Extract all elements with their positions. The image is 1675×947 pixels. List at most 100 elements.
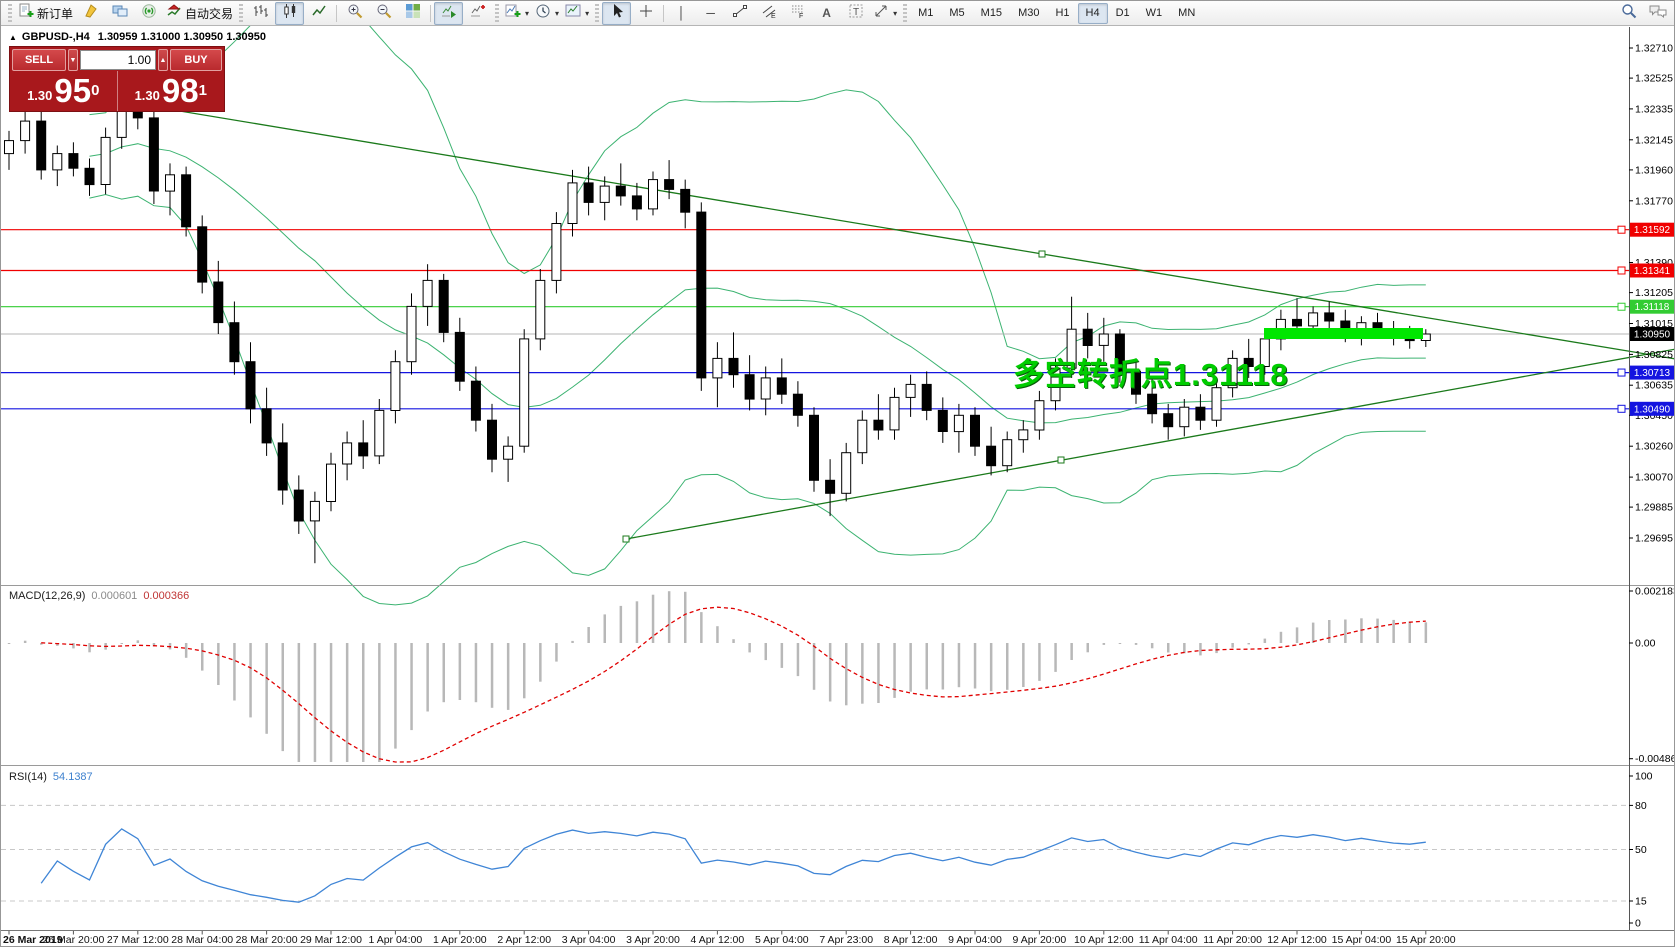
- bullish-candle: [760, 377, 771, 400]
- channel-button[interactable]: E: [754, 2, 783, 25]
- trendline-button[interactable]: [725, 2, 754, 25]
- line-chart-button[interactable]: [304, 2, 333, 25]
- time-label: 12 Apr 12:00: [1267, 934, 1327, 946]
- toolbar-grip: [595, 4, 600, 22]
- macd-histogram-bar: [1199, 643, 1202, 656]
- candlestick-chart-button[interactable]: [275, 1, 305, 25]
- crosshair-button[interactable]: [631, 2, 660, 25]
- macd-histogram-bar: [1134, 643, 1138, 645]
- macd-histogram-bar: [845, 643, 848, 706]
- bullish-candle: [567, 182, 578, 224]
- timeframe-d1-button[interactable]: D1: [1115, 7, 1130, 19]
- timeframe-m15-button[interactable]: M15: [980, 7, 1003, 19]
- macd-axis-label: -0.004861: [1635, 753, 1675, 765]
- macd-signal-value: 0.000366: [143, 590, 190, 602]
- level-line-handle[interactable]: [1617, 225, 1626, 234]
- price-tick-label: 1.32525: [1635, 73, 1673, 85]
- rsi-axis-label: 0: [1635, 918, 1641, 930]
- bullish-candle: [1002, 439, 1013, 467]
- new-order-button[interactable]: 新订单: [15, 2, 76, 25]
- time-label: 8 Apr 12:00: [884, 934, 938, 946]
- volume-decrease-button[interactable]: ▼: [68, 49, 78, 71]
- toolbar-grip: [239, 4, 244, 22]
- timeframe-mn-button[interactable]: MN: [1178, 7, 1196, 19]
- new-chart-button[interactable]: [76, 2, 105, 25]
- timeframe-h4-button[interactable]: H4: [1077, 2, 1108, 24]
- collapse-panel-icon[interactable]: ▲: [9, 33, 17, 42]
- level-line-handle[interactable]: [1617, 404, 1626, 413]
- macd-histogram-bar: [989, 643, 993, 692]
- bearish-candle: [229, 322, 240, 363]
- macd-histogram-bar: [603, 614, 606, 643]
- level-line-handle[interactable]: [1617, 266, 1626, 275]
- timeframe-m30-button[interactable]: M30: [1018, 7, 1040, 19]
- trendline-handle[interactable]: [622, 535, 630, 543]
- search-button[interactable]: [1614, 2, 1643, 25]
- bar-chart-icon: [253, 3, 269, 24]
- macd-histogram-bar: [329, 643, 333, 762]
- text-button[interactable]: A: [812, 2, 841, 25]
- auto-scroll-button[interactable]: [434, 1, 464, 25]
- macd-histogram-bar: [1167, 643, 1170, 653]
- symbol-title: GBPUSD-,H4: [21, 31, 90, 43]
- templates-button[interactable]: ▾: [562, 2, 592, 25]
- macd-main-value: 0.000601: [91, 590, 138, 602]
- level-line-handle[interactable]: [1617, 302, 1626, 311]
- macd-histogram-bar: [88, 643, 91, 653]
- data-window-button[interactable]: [134, 2, 163, 25]
- bearish-candle: [664, 179, 675, 190]
- tile-windows-button[interactable]: [398, 2, 427, 25]
- arrows-button[interactable]: ▾: [870, 2, 900, 25]
- chart-shift-button[interactable]: [463, 2, 492, 25]
- macd-histogram-bar: [1263, 638, 1267, 643]
- macd-histogram-bar: [700, 612, 703, 643]
- price-tick-label: 1.32710: [1635, 43, 1673, 55]
- chat-button[interactable]: [1643, 2, 1672, 25]
- sell-button[interactable]: SELL: [12, 49, 66, 71]
- vertical-line-icon: │: [677, 6, 686, 20]
- rsi-value: 54.1387: [52, 771, 93, 783]
- zoom-out-button[interactable]: [369, 2, 398, 25]
- volume-input[interactable]: [80, 50, 156, 70]
- buy-price[interactable]: 1.30 98 1: [134, 72, 207, 109]
- trendline-handle[interactable]: [1038, 250, 1046, 258]
- buy-button[interactable]: BUY: [170, 49, 222, 71]
- trendline-handle[interactable]: [1057, 456, 1065, 464]
- chart-annotation-text[interactable]: 多空转折点1.31118: [1013, 357, 1289, 392]
- text-label-button[interactable]: T: [841, 2, 870, 25]
- zoom-in-button[interactable]: [340, 2, 369, 25]
- timeframe-m1-button[interactable]: M1: [918, 7, 934, 19]
- bullish-candle: [841, 452, 852, 494]
- macd-histogram-bar: [1328, 620, 1331, 643]
- bar-chart-button[interactable]: [246, 2, 275, 25]
- bearish-candle: [181, 174, 192, 228]
- sell-price[interactable]: 1.30 95 0: [10, 71, 118, 111]
- bullish-candle: [309, 500, 320, 522]
- bullish-candle: [599, 185, 610, 203]
- profiles-button[interactable]: [105, 2, 134, 25]
- new-order-icon: [18, 3, 34, 24]
- timeframe-w1-button[interactable]: W1: [1145, 7, 1163, 19]
- time-label: 1 Apr 20:00: [433, 934, 487, 946]
- bullish-candle: [1098, 333, 1109, 346]
- autotrading-button[interactable]: 自动交易: [163, 2, 236, 25]
- macd-histogram-bar: [651, 594, 655, 643]
- volume-increase-button[interactable]: ▲: [158, 49, 168, 71]
- macd-histogram-bar: [828, 643, 832, 702]
- vertical-line-button[interactable]: │: [667, 2, 696, 25]
- macd-label: MACD(12,26,9) 0.000601 0.000366: [9, 590, 190, 602]
- fibonacci-button[interactable]: F: [783, 2, 812, 25]
- indicators-button[interactable]: ▾: [502, 2, 532, 25]
- timeframe-h1-button[interactable]: H1: [1055, 7, 1070, 19]
- bearish-candle: [809, 414, 819, 481]
- level-line-handle[interactable]: [1617, 368, 1626, 377]
- macd-histogram-bar: [217, 643, 220, 685]
- green-highlight-box: [1264, 328, 1423, 339]
- cursor-button[interactable]: [602, 1, 632, 25]
- toolbar-separator: [663, 4, 665, 22]
- periods-button[interactable]: ▾: [532, 2, 562, 25]
- timeframe-m5-button[interactable]: M5: [949, 7, 965, 19]
- horizontal-line-button[interactable]: ─: [696, 2, 725, 25]
- cursor-icon: [609, 3, 625, 24]
